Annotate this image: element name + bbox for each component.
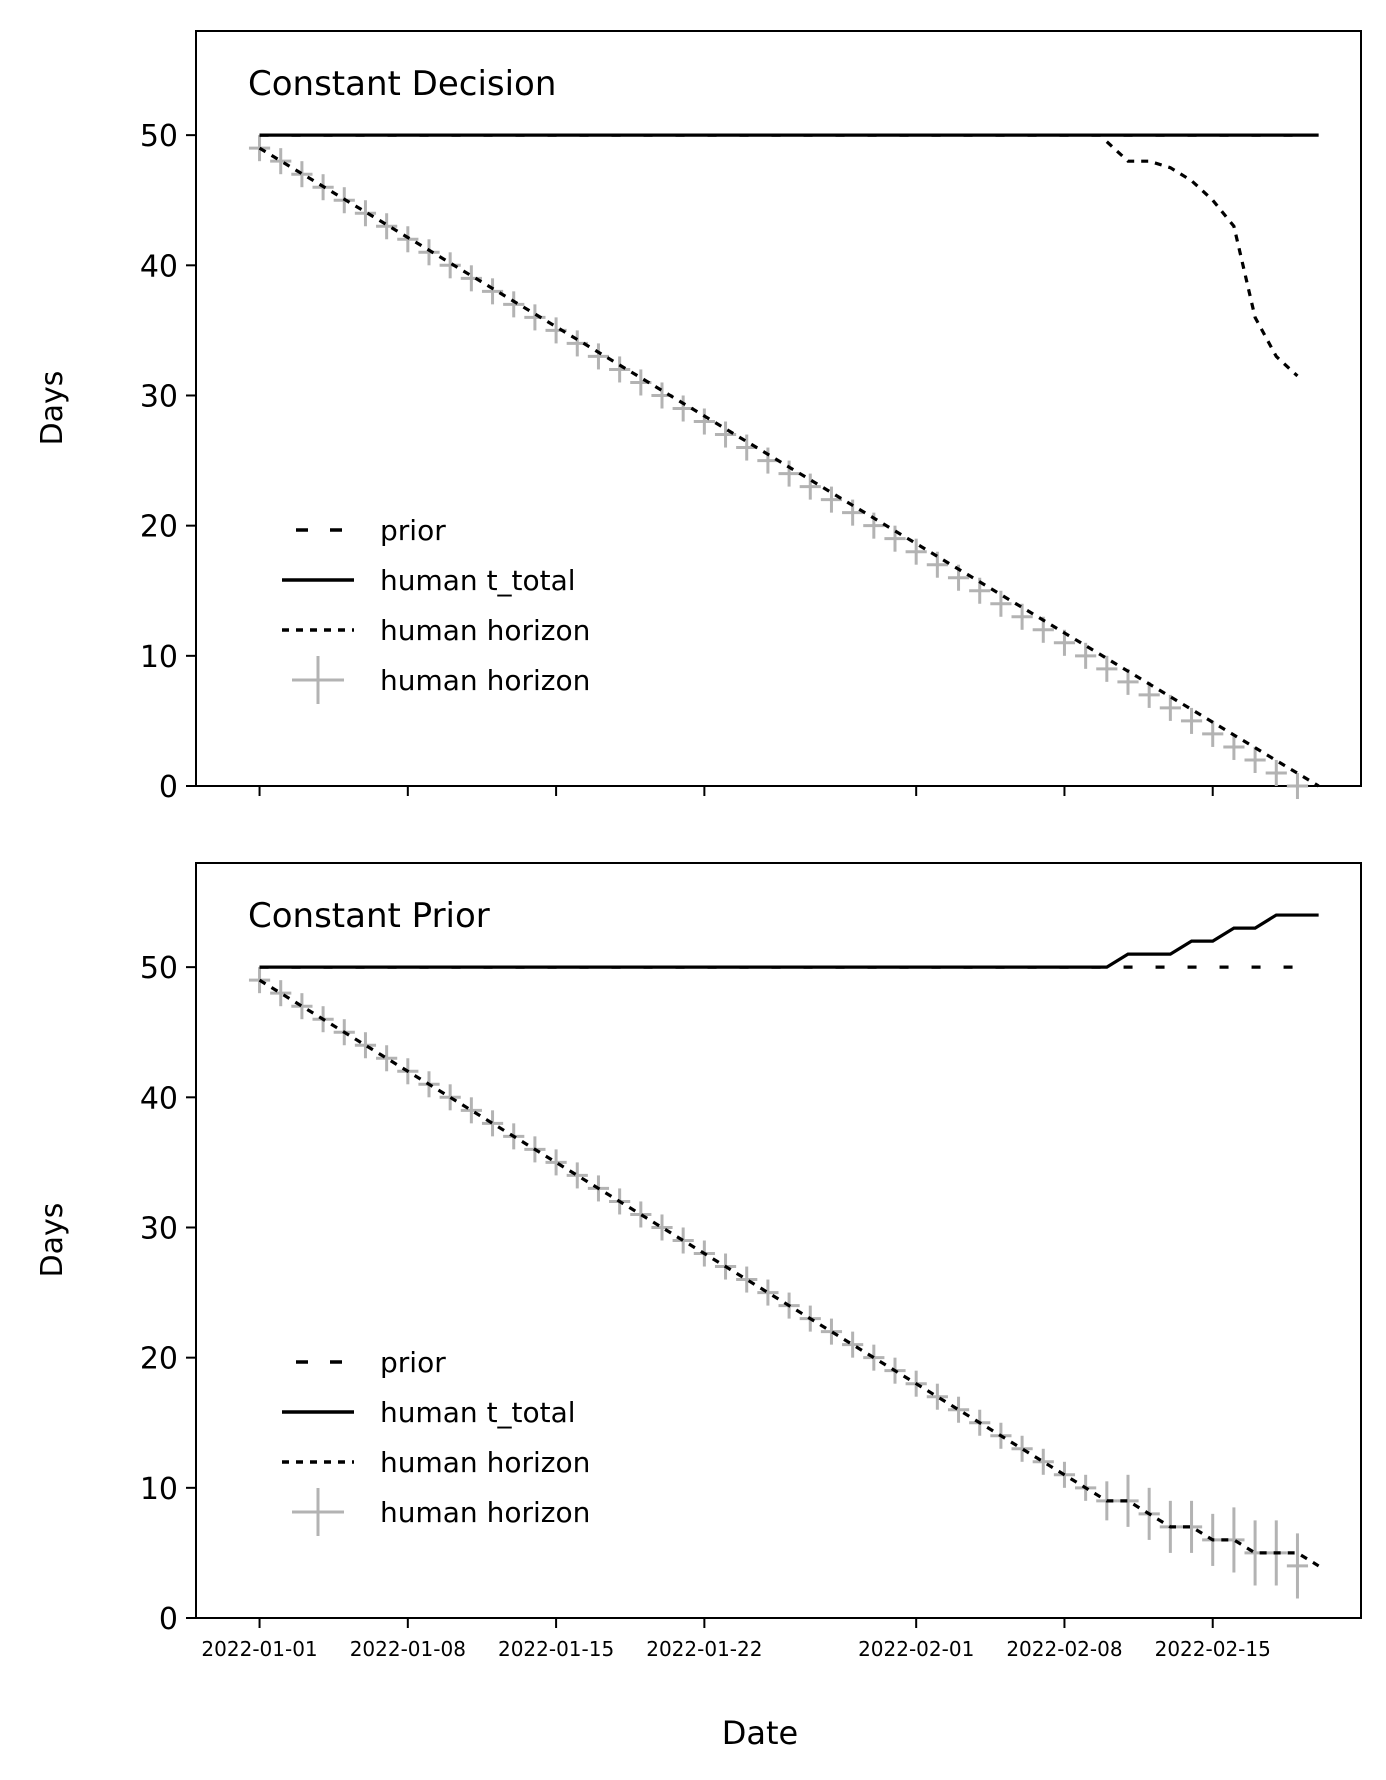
y-tick-label: 20 [140, 1342, 178, 1377]
x-axis-label: Date [722, 1714, 798, 1752]
legend-label: human t_total [380, 564, 576, 597]
y-tick-label: 0 [159, 1602, 178, 1637]
y-axis-ticks: 0 10 20 30 40 50 [140, 951, 196, 1637]
errorbar-series [248, 967, 1309, 1599]
x-tick-label: 2022-01-15 [498, 1637, 614, 1661]
x-axis-ticks: 2022-01-01 2022-01-08 2022-01-15 2022-01-22… [201, 1618, 1271, 1661]
y-tick-label: 10 [140, 1472, 178, 1507]
y-tick-label: 50 [140, 951, 178, 986]
y-tick-label: 40 [140, 1081, 178, 1116]
y-tick-label: 50 [140, 119, 178, 154]
series-line-human-horizon [258, 978, 1320, 1568]
series-line-horizon-extra [1105, 140, 1299, 378]
y-tick-label: 0 [159, 770, 178, 805]
plot-frame [195, 30, 1362, 787]
series-layer [248, 913, 1320, 1599]
x-tick-label: 2022-01-08 [350, 1637, 466, 1661]
panel-constant-decision: 0 10 20 30 40 50 Constant Decision Days prior… [35, 30, 1362, 805]
plot-frame [195, 862, 1362, 1619]
y-axis-ticks: 0 10 20 30 40 50 [140, 119, 196, 805]
x-tick-label: 2022-02-15 [1155, 1637, 1271, 1661]
errorbar-series [248, 135, 1309, 800]
y-axis-label: Days [35, 371, 70, 446]
legend-label: human horizon [380, 614, 590, 647]
panel-title: Constant Prior [248, 896, 490, 936]
y-tick-label: 10 [140, 640, 178, 675]
legend-label: human horizon [380, 1496, 590, 1529]
legend-label: human t_total [380, 1396, 576, 1429]
legend-label: prior [380, 514, 446, 547]
x-tick-label: 2022-02-08 [1006, 1637, 1122, 1661]
legend-label: prior [380, 1346, 446, 1379]
y-axis-label: Days [35, 1203, 70, 1278]
panel-title: Constant Decision [248, 64, 556, 104]
series-layer [248, 133, 1320, 800]
series-line-human-horizon [258, 146, 1320, 788]
series-line-human-t-total [259, 913, 1319, 969]
x-tick-label: 2022-01-22 [646, 1637, 762, 1661]
y-tick-label: 30 [140, 379, 178, 414]
x-axis-ticks [258, 786, 1214, 796]
legend-label: human horizon [380, 1446, 590, 1479]
y-tick-label: 20 [140, 510, 178, 545]
y-tick-label: 40 [140, 249, 178, 284]
y-tick-label: 30 [140, 1211, 178, 1246]
legend-label: human horizon [380, 664, 590, 697]
x-tick-label: 2022-02-01 [858, 1637, 974, 1661]
x-tick-label: 2022-01-01 [201, 1637, 317, 1661]
